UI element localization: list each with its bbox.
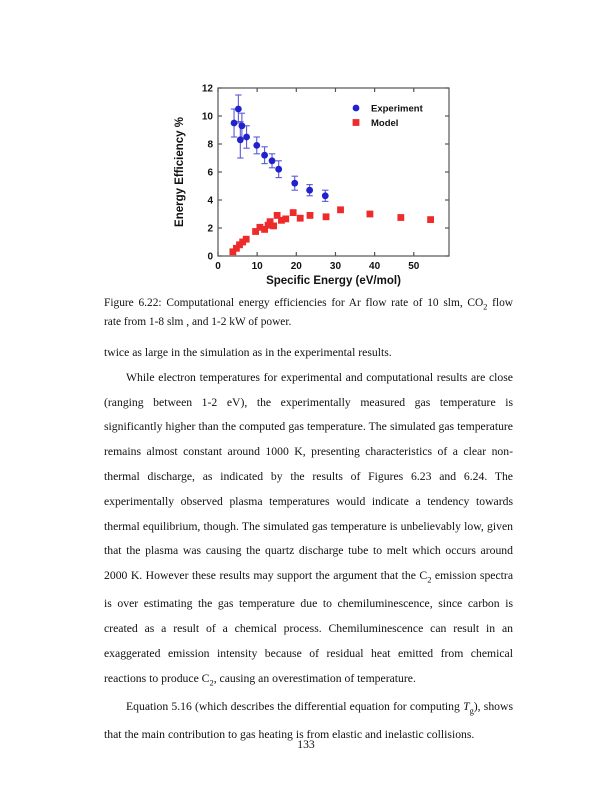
data-point-model [322, 213, 330, 221]
x-tick-label: 50 [408, 261, 420, 272]
data-point-experiment [306, 186, 314, 194]
body-text: twice as large in the simulation as in t… [104, 341, 513, 748]
data-point-experiment [253, 142, 261, 149]
data-point-experiment [234, 105, 242, 113]
data-point-model [306, 212, 314, 219]
data-point-model [229, 248, 237, 256]
data-point-model [427, 216, 434, 223]
y-axis-label: Energy Efficiency % [174, 117, 186, 227]
data-point-model [397, 214, 405, 221]
data-point-model [261, 226, 268, 233]
x-tick-label: 10 [252, 261, 264, 272]
data-point-model [270, 222, 277, 230]
y-tick-label: 10 [202, 112, 214, 123]
paragraph-continuation: twice as large in the simulation as in t… [104, 346, 392, 359]
data-point-model [337, 206, 344, 214]
figure-caption-line1: Figure 6.22: Computational energy effici… [104, 297, 513, 312]
data-point-experiment [243, 133, 250, 141]
data-point-model [273, 212, 281, 219]
x-axis-label: Specific Energy (eV/mol) [266, 275, 401, 287]
data-point-model [239, 238, 247, 246]
figure-6-22-chart: 0 10 20 30 40 50 0 2 4 6 8 10 12 Specific Energy (eV/… [174, 84, 450, 287]
x-tick-label: 0 [215, 261, 221, 272]
legend-label: Experiment [371, 104, 424, 115]
figure-6-22: 0 10 20 30 40 50 0 2 4 6 8 10 12 Specific Energy (eV/… [167, 78, 467, 293]
data-point-experiment [261, 151, 268, 159]
data-point-experiment [321, 192, 329, 200]
data-point-experiment [291, 179, 299, 187]
data-point-model [366, 210, 374, 218]
y-tick-label: 12 [202, 84, 214, 95]
paragraph-gas-temperature: While electron temperatures for experime… [104, 370, 514, 688]
y-tick-label: 6 [207, 168, 213, 179]
figure-caption: Figure 6.22: Computational energy effici… [104, 296, 513, 330]
legend-label: Model [371, 118, 398, 129]
data-point-experiment [268, 157, 276, 165]
data-point-experiment [275, 165, 283, 173]
data-point-model [252, 228, 259, 235]
legend-marker-model [352, 119, 360, 126]
y-tick-label: 4 [207, 196, 213, 207]
figure-caption-line2: rate from 1-8 slm , and 1-2 kW of power. [104, 315, 292, 328]
y-tick-label: 2 [207, 224, 213, 235]
data-point-experiment [238, 122, 246, 130]
data-point-model [233, 244, 240, 252]
y-tick-label: 0 [207, 252, 213, 263]
x-tick-label: 30 [330, 261, 342, 272]
data-point-model [266, 218, 274, 226]
x-tick-label: 40 [369, 261, 381, 272]
legend-marker-experiment [352, 104, 360, 112]
data-point-model [278, 216, 285, 224]
data-point-experiment [236, 136, 244, 144]
data-point-model [282, 215, 290, 223]
data-point-model [296, 214, 304, 222]
x-tick-label: 20 [291, 261, 303, 272]
y-tick-label: 8 [207, 140, 213, 151]
paragraph-equation-516: Equation 5.16 (which describes the diffe… [104, 699, 513, 741]
data-point-model [242, 235, 250, 243]
data-point-model [264, 221, 272, 229]
page-number: 133 [297, 738, 315, 751]
data-point-model [256, 223, 264, 231]
data-point-model [289, 209, 297, 216]
data-point-experiment [230, 119, 238, 127]
